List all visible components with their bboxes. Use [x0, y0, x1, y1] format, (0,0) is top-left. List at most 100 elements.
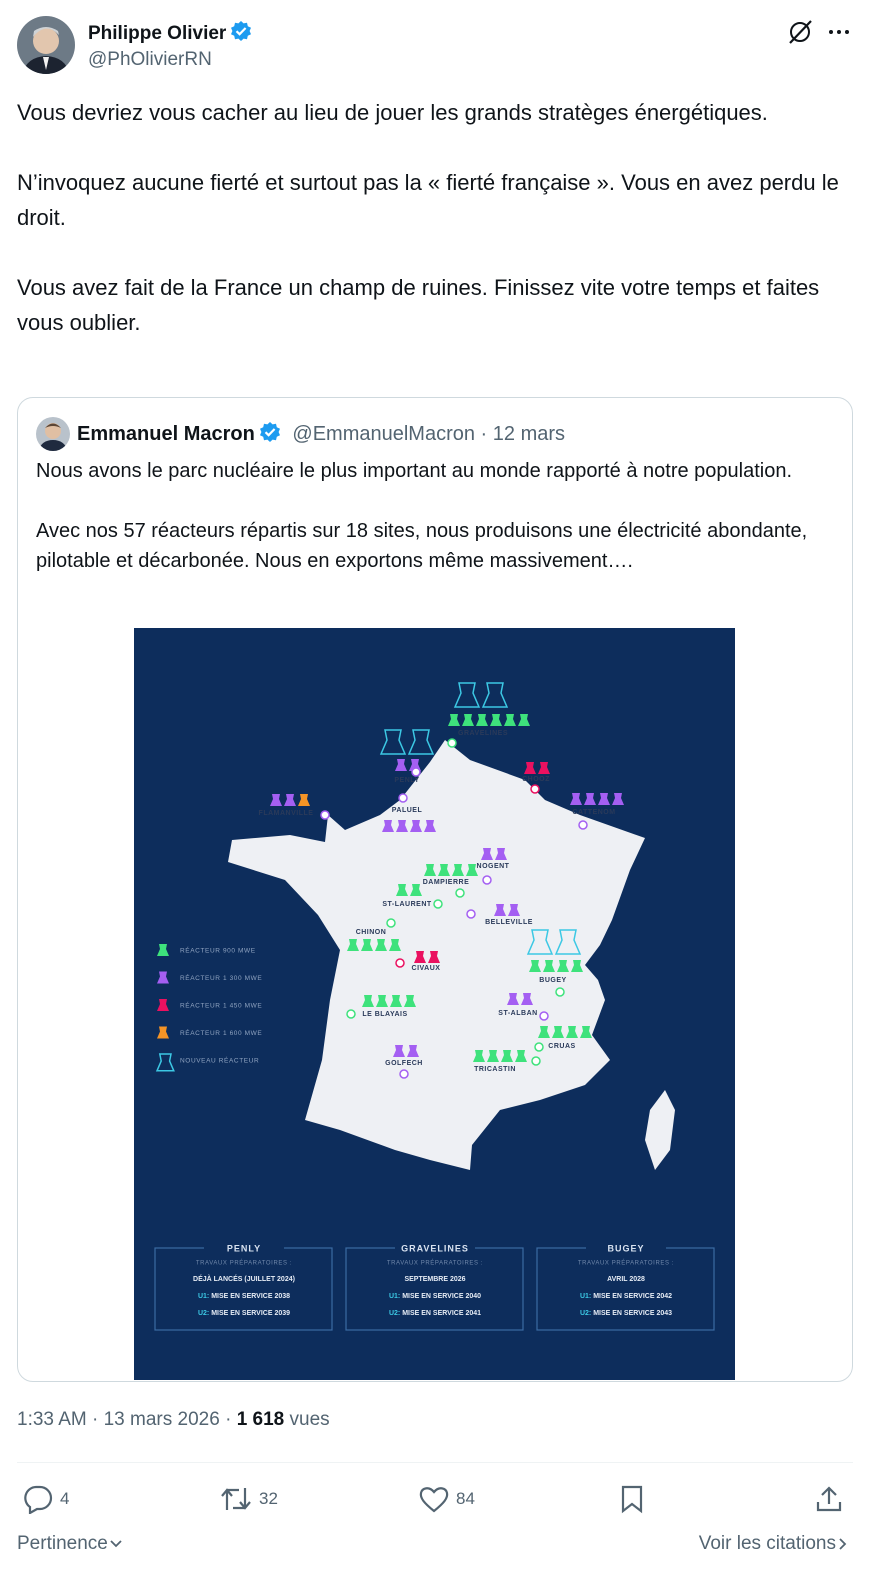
reply-button[interactable]: 4: [22, 1484, 69, 1514]
reactor-icon: [410, 884, 422, 896]
reactor-icon: [543, 960, 555, 972]
site-label: TRICASTIN: [474, 1066, 516, 1073]
unit-code: U1:: [198, 1293, 211, 1300]
quote-date: 12 mars: [492, 423, 566, 445]
site-label: GOLFECH: [385, 1060, 423, 1067]
reactor-icon: [414, 951, 426, 963]
corsica-outline: [645, 1090, 675, 1170]
quotes-label[interactable]: Voir les citations: [698, 1533, 836, 1554]
reactor-icon: [424, 820, 436, 832]
project-title: PENLY: [227, 1243, 261, 1253]
site-marker: [482, 875, 492, 885]
reactor-icon: [157, 944, 169, 956]
project-title-bg: [586, 1242, 666, 1254]
quote-text: Nous avons le parc nucléaire le plus imp…: [36, 456, 836, 606]
like-button[interactable]: 84: [418, 1484, 475, 1514]
reactor-icon: [462, 714, 474, 726]
sort-selector[interactable]: Pertinence: [17, 1533, 124, 1555]
site-label: CIVAUX: [412, 965, 441, 972]
reactor-icon: [571, 960, 583, 972]
bookmark-button[interactable]: [618, 1484, 646, 1514]
reactor-icon: [552, 1026, 564, 1038]
legend-label: RÉACTEUR 1 300 MWE: [180, 973, 262, 982]
reactor-icon: [157, 1026, 169, 1039]
author-name-text[interactable]: Philippe Olivier: [88, 23, 227, 44]
legend-label: RÉACTEUR 900 MWE: [180, 946, 256, 955]
quote-paragraph: Nous avons le parc nucléaire le plus imp…: [36, 460, 793, 482]
quote-card[interactable]: Emmanuel Macron @EmmanuelMacron · 12 mar…: [17, 397, 853, 1382]
reactor-icon: [375, 939, 387, 951]
reactor-icon: [466, 864, 478, 876]
unit-code: U1:: [389, 1293, 402, 1300]
new-reactor-icon: [526, 929, 554, 955]
site-marker: [411, 767, 421, 777]
new-reactor-icon: [407, 729, 435, 755]
unit-text: MISE EN SERVICE 2040: [402, 1293, 481, 1300]
reactor-icon: [529, 960, 541, 972]
chevron-right: [839, 1538, 847, 1550]
project-subtitle: TRAVAUX PRÉPARATOIRES :: [387, 1260, 483, 1267]
unit-text: MISE EN SERVICE 2043: [593, 1310, 672, 1317]
site-label: FLAMANVILLE: [259, 810, 314, 817]
separator: ·: [92, 1409, 99, 1430]
site-marker: [386, 918, 396, 928]
author-name[interactable]: Philippe Olivier: [88, 20, 252, 45]
site-label: BUGEY: [539, 977, 566, 984]
project-title: BUGEY: [607, 1243, 644, 1253]
site-marker: [455, 888, 465, 898]
site-label: BELLEVILLE: [485, 919, 533, 926]
site-label: PENLY: [394, 777, 419, 784]
reactor-icon: [362, 995, 374, 1007]
reactor-icon: [473, 1050, 485, 1062]
site-marker: [320, 810, 330, 820]
separator: ·: [225, 1409, 232, 1430]
reactor-icon: [389, 939, 401, 951]
site-marker: [578, 820, 588, 830]
quote-author-name[interactable]: Emmanuel Macron: [77, 423, 255, 445]
site-label: CRUAS: [548, 1043, 575, 1050]
reactor-icon: [476, 714, 488, 726]
unit-text: MISE EN SERVICE 2041: [402, 1310, 481, 1317]
quotes-link[interactable]: Voir les citations: [699, 1533, 850, 1555]
project-subtitle: TRAVAUX PRÉPARATOIRES :: [196, 1260, 292, 1267]
reactor-icon: [518, 714, 530, 726]
reactor-icon: [284, 794, 296, 806]
map-image[interactable]: GRAVELINES PENLY CHOOZ FLAMANVILLE PALUEL CAT…: [134, 628, 735, 1380]
reactor-icon: [521, 993, 533, 1005]
reactor-icon: [584, 793, 596, 805]
reactor-icon: [487, 1050, 499, 1062]
reply-count: 4: [60, 1489, 70, 1508]
grok-icon[interactable]: [785, 17, 815, 47]
date[interactable]: 13 mars 2026: [103, 1409, 220, 1430]
site-label: NOGENT: [477, 863, 510, 870]
time[interactable]: 1:33 AM: [17, 1409, 87, 1430]
separator: ·: [480, 423, 488, 445]
site-marker: [555, 987, 565, 997]
new-reactor-icon: [379, 729, 407, 755]
project-unit-line: U1: MISE EN SERVICE 2040: [389, 1293, 481, 1300]
site-marker: [346, 1009, 356, 1019]
unit-code: U2:: [580, 1310, 593, 1317]
site-marker: [433, 899, 443, 909]
author-handle[interactable]: @PhOlivierRN: [88, 49, 212, 70]
site-marker: [530, 784, 540, 794]
reactor-icon: [570, 793, 582, 805]
unit-text: MISE EN SERVICE 2038: [211, 1293, 290, 1300]
more-icon[interactable]: [826, 20, 852, 44]
reactor-icon: [494, 904, 506, 916]
quote-header: Emmanuel Macron @EmmanuelMacron · 12 mar…: [77, 421, 565, 446]
avatar[interactable]: [16, 15, 76, 75]
reactor-icon: [508, 904, 520, 916]
unit-text: MISE EN SERVICE 2042: [593, 1293, 672, 1300]
reactor-icon: [361, 939, 373, 951]
retweet-button[interactable]: 32: [219, 1484, 278, 1514]
sort-label[interactable]: Pertinence: [17, 1533, 108, 1554]
site-marker: [447, 738, 457, 748]
reactor-icon: [270, 794, 282, 806]
reactor-icon: [481, 848, 493, 860]
share-button[interactable]: [814, 1484, 844, 1514]
reactor-icon: [428, 951, 440, 963]
project-title-bg: [204, 1242, 284, 1254]
reactor-icon: [390, 995, 402, 1007]
new-reactor-icon: [481, 682, 509, 708]
